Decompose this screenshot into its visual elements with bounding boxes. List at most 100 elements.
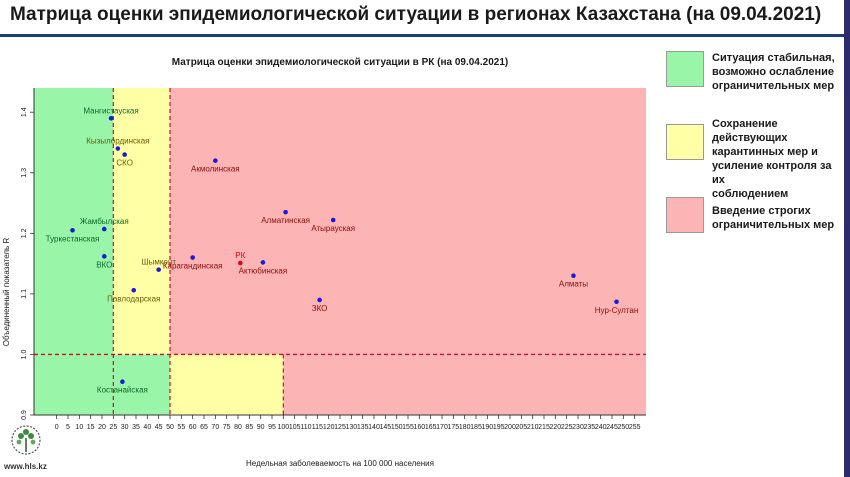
x-tick-label: 115	[312, 424, 323, 431]
points-layer	[70, 115, 619, 384]
data-point	[156, 267, 161, 272]
x-tick-label: 20	[98, 424, 106, 431]
data-point	[330, 217, 336, 223]
data-point	[101, 226, 107, 232]
data-point	[283, 209, 288, 215]
x-tick-label: 140	[368, 424, 380, 431]
x-tick-label: 135	[357, 424, 369, 431]
data-point	[237, 260, 243, 266]
point-label: Акмолинская	[191, 165, 240, 174]
zone-red	[283, 354, 646, 415]
x-tick-label: 225	[561, 424, 573, 431]
x-tick-label: 35	[132, 424, 140, 431]
x-tick-label: 75	[223, 424, 231, 431]
x-tick-label: 230	[572, 424, 584, 431]
x-tick-label: 15	[87, 424, 95, 431]
y-tick-label: 1.1	[21, 289, 28, 299]
x-tick-label: 215	[538, 424, 550, 431]
data-point	[70, 228, 75, 233]
x-tick-label: 205	[515, 424, 527, 431]
point-label: Жамбылская	[80, 217, 129, 226]
x-tick-label: 65	[200, 424, 208, 431]
x-tick-label: 250	[617, 424, 629, 431]
x-tick-label: 45	[155, 424, 163, 431]
site-url: www.hls.kz	[4, 462, 47, 471]
zone-yellow	[170, 354, 284, 415]
point-label: Алматинская	[261, 216, 310, 225]
x-tick-label: 90	[257, 424, 265, 431]
x-tick-label: 105	[289, 424, 301, 431]
x-tick-label: 95	[268, 424, 276, 431]
data-point	[131, 287, 137, 293]
data-point	[122, 152, 127, 157]
axes-layer: 0 5 10 15 20 25 30 35 40 45 50 55 60 65 70 75 80 85 90 95 10…	[21, 88, 646, 431]
x-axis-label: Недельная заболеваемость на 100 000 насе…	[246, 459, 434, 468]
point-label: Туркестанская	[46, 234, 100, 243]
legend-line: Введение строгих	[712, 205, 811, 217]
legend-line: соблюдением	[712, 188, 789, 200]
x-tick-label: 185	[470, 424, 482, 431]
x-tick-label: 170	[436, 424, 448, 431]
data-point	[571, 273, 576, 279]
x-tick-label: 100	[277, 424, 289, 431]
point-label: ЗКО	[312, 304, 328, 313]
tree-logo-icon	[11, 425, 41, 455]
y-tick-label: 1.2	[21, 228, 28, 238]
x-tick-label: 240	[595, 424, 607, 431]
x-tick-label: 125	[334, 424, 346, 431]
point-label: Мангистауская	[83, 106, 138, 115]
x-tick-label: 85	[245, 424, 253, 431]
x-tick-label: 110	[300, 424, 311, 431]
point-label: Алматы	[559, 280, 588, 289]
point-label: РК	[235, 251, 245, 260]
x-tick-label: 210	[527, 424, 539, 431]
x-tick-label: 145	[379, 424, 391, 431]
point-label: Шымкент	[141, 258, 176, 267]
x-tick-label: 80	[234, 424, 242, 431]
page-title: Матрица оценки эпидемиологической ситуац…	[10, 4, 822, 25]
data-point	[120, 379, 125, 384]
point-label: Атырауская	[311, 224, 355, 233]
scatter-chart: Матрица оценки эпидемиологической ситуац…	[2, 57, 646, 468]
legend-label-red: Введение строгих ограничительных мер	[712, 204, 840, 232]
x-tick-label: 0	[55, 424, 59, 431]
point-labels-layer: Мангистауская Кызылординская СКО Акмолинска…	[46, 106, 639, 394]
zones-layer	[34, 88, 646, 415]
x-tick-label: 10	[75, 424, 83, 431]
x-tick-label: 255	[629, 424, 641, 431]
x-tick-label: 160	[413, 424, 425, 431]
point-label: Карагандинская	[163, 262, 223, 271]
legend-swatch-red	[666, 197, 704, 233]
zone-red	[170, 88, 646, 355]
legend-line: возможно ослабление	[712, 66, 834, 78]
data-point	[108, 115, 114, 121]
x-tick-label: 40	[143, 424, 151, 431]
x-tick-label: 30	[121, 424, 129, 431]
point-label: Павлодарская	[107, 294, 160, 303]
x-tick-label: 60	[189, 424, 197, 431]
point-label: Костанайская	[97, 386, 148, 395]
point-label: Нур-Султан	[595, 306, 639, 315]
chart-title: Матрица оценки эпидемиологической ситуац…	[172, 57, 508, 68]
legend-line: Ситуация стабильная,	[712, 52, 835, 64]
y-tick-label: 0.9	[21, 410, 28, 420]
y-tick-label: 1.0	[21, 349, 28, 359]
point-label: ВКО	[96, 260, 112, 269]
legend-line: ограничительных мер	[712, 80, 835, 92]
data-point	[317, 297, 322, 303]
data-point	[115, 146, 121, 151]
slide-edge-decoration	[844, 0, 850, 477]
legend-swatch-green	[666, 51, 704, 87]
x-tick-label: 50	[166, 424, 174, 431]
y-tick-label: 1.4	[21, 107, 28, 117]
point-label: СКО	[116, 159, 133, 168]
x-tick-label: 55	[177, 424, 185, 431]
y-axis-label: Объединенный показатель R	[2, 238, 11, 347]
x-tick-label: 165	[425, 424, 437, 431]
legend-label-green: Ситуация стабильная, возможно ослабление…	[712, 51, 840, 93]
data-point	[213, 158, 218, 163]
zone-green	[34, 354, 170, 415]
zone-green	[34, 88, 114, 355]
data-point	[260, 260, 266, 265]
point-label: Актюбинская	[239, 266, 288, 275]
